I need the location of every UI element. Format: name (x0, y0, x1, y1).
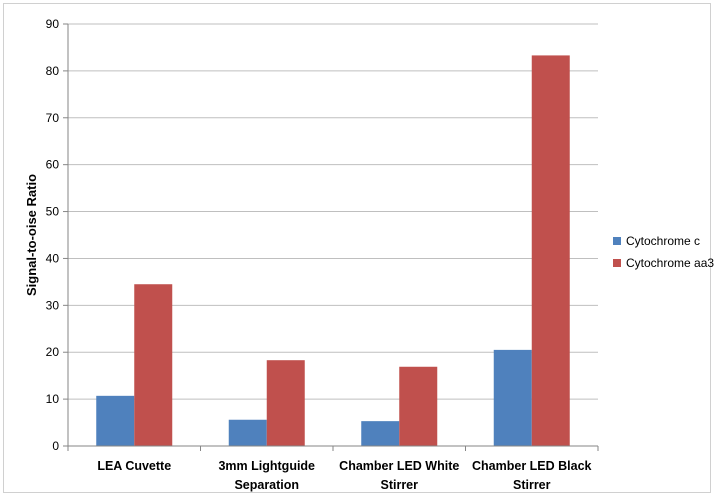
legend-swatch (613, 237, 621, 245)
bars (96, 55, 570, 446)
chart-frame (3, 3, 711, 493)
legend-label: Cytochrome aa3 (626, 256, 714, 270)
bar-cytochrome-c (96, 395, 135, 446)
y-tick-labels: 0 10 20 30 40 50 60 70 80 90 (46, 17, 60, 453)
x-category-label: Stirrer (380, 478, 418, 492)
x-category-labels: LEA Cuvette 3mm Lightguide Separation Chamb… (97, 459, 591, 492)
axes (67, 24, 599, 451)
y-tick-label: 80 (46, 64, 60, 78)
bar-cytochrome-aa3 (399, 366, 438, 446)
y-axis-label: Signal-to-oise Ratio (24, 174, 39, 296)
x-category-label: Stirrer (513, 478, 551, 492)
y-tick-label: 10 (46, 392, 60, 406)
x-category-label: 3mm Lightguide (218, 459, 315, 473)
y-tick-label: 60 (46, 158, 60, 172)
y-tick-label: 70 (46, 111, 60, 125)
y-tick-label: 30 (46, 298, 60, 312)
bar-cytochrome-c (361, 421, 400, 446)
y-tick-label: 50 (46, 205, 60, 219)
bar-cytochrome-aa3 (134, 284, 173, 446)
legend-label: Cytochrome c (626, 234, 700, 248)
bar-cytochrome-aa3 (266, 360, 305, 446)
y-tick-label: 40 (46, 251, 60, 265)
bar-cytochrome-c (228, 419, 267, 446)
y-tick-label: 90 (46, 17, 60, 31)
y-tick-label: 20 (46, 345, 60, 359)
x-category-label: Separation (234, 478, 299, 492)
legend: Cytochrome c Cytochrome aa3 (613, 234, 714, 270)
y-tick-label: 0 (52, 439, 59, 453)
x-category-label: Chamber LED White (339, 459, 459, 473)
x-category-label: LEA Cuvette (97, 459, 171, 473)
legend-swatch (613, 259, 621, 267)
bar-cytochrome-c (493, 349, 532, 446)
bar-cytochrome-aa3 (531, 55, 570, 446)
x-category-label: Chamber LED Black (472, 459, 592, 473)
